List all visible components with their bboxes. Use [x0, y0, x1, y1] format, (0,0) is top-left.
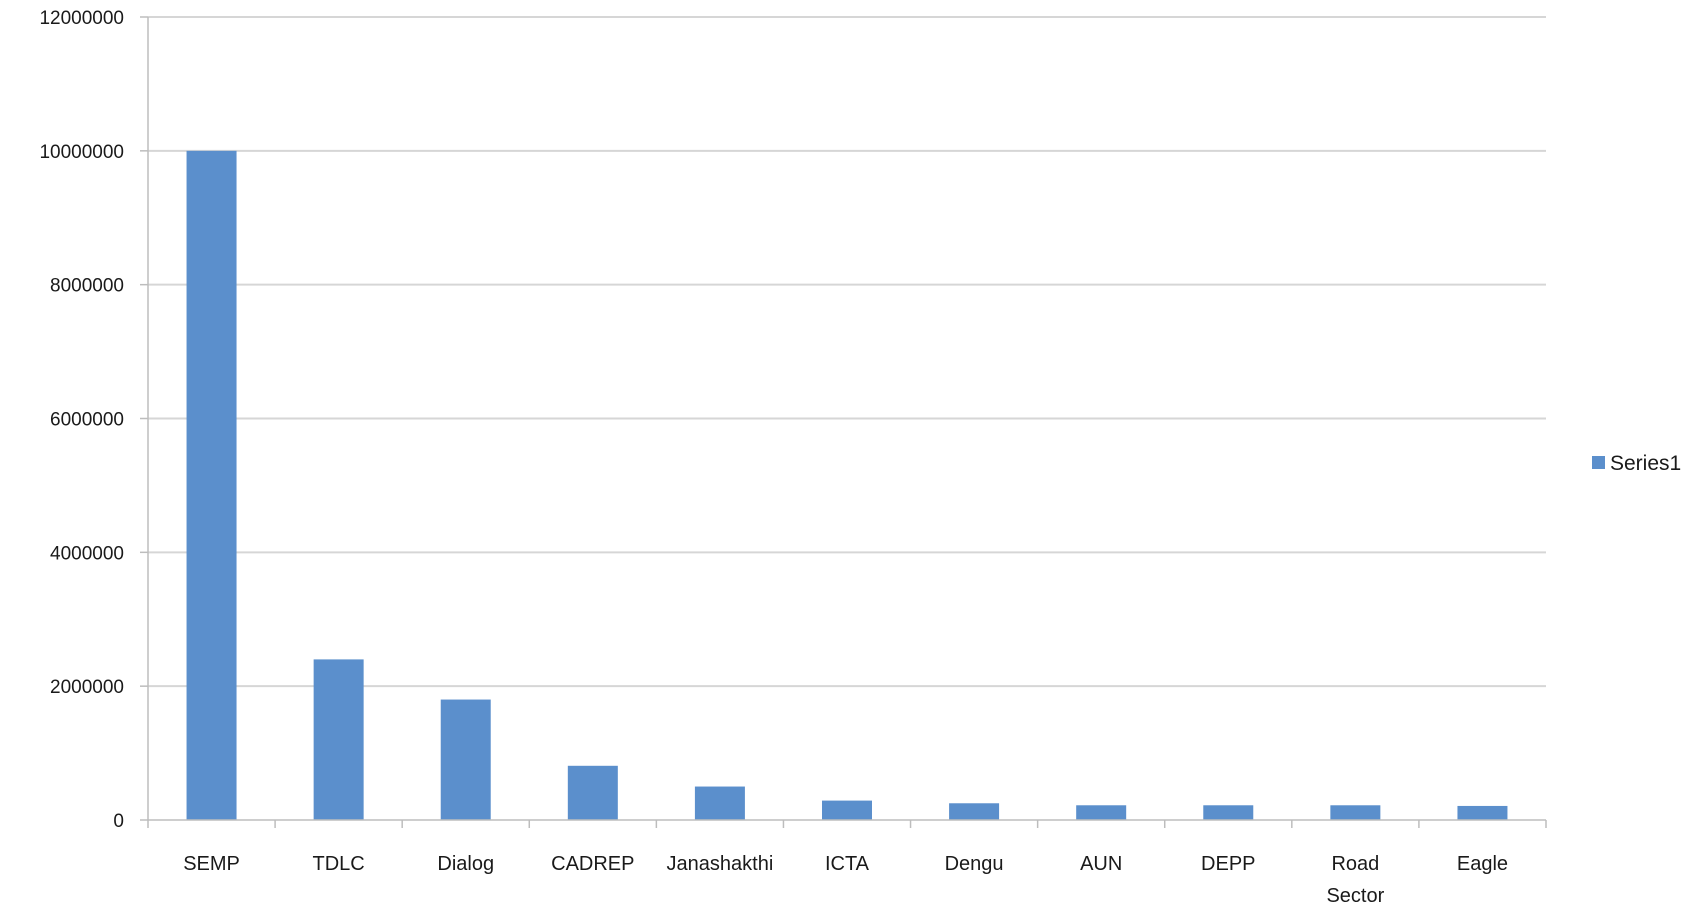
x-tick-label: Dialog — [437, 853, 494, 875]
x-tick-label-line: DEPP — [1201, 853, 1255, 875]
x-tick-label: ICTA — [825, 853, 870, 875]
x-tick-label: SEMP — [183, 853, 240, 875]
bar-eagle — [1457, 805, 1508, 820]
y-tick-label: 12000000 — [39, 8, 124, 29]
y-tick-label: 0 — [113, 811, 124, 832]
y-tick-label: 6000000 — [50, 410, 124, 431]
y-tick-label: 10000000 — [39, 142, 124, 163]
bars — [186, 150, 1508, 821]
x-tick-label: Eagle — [1457, 853, 1508, 875]
x-tick-label: Dengu — [945, 853, 1004, 875]
y-tick-labels: 0 2000000 4000000 6000000 8000000 10000000 120… — [39, 8, 124, 832]
x-tick-label: AUN — [1080, 853, 1122, 875]
gridlines — [148, 16, 1546, 688]
bar-janashakthi — [694, 786, 745, 820]
x-tick-label-line: TDLC — [313, 853, 365, 875]
bar-dialog — [440, 699, 491, 820]
bar-semp — [186, 150, 237, 821]
x-tick-label-line: Eagle — [1457, 853, 1508, 875]
x-tick-label-line: Road — [1331, 853, 1379, 875]
x-tick-label-line: Dengu — [945, 853, 1004, 875]
legend: Series1 — [1592, 452, 1681, 475]
y-tick-label: 4000000 — [50, 543, 124, 564]
x-tick-label-line: ICTA — [825, 853, 870, 875]
x-tick-label-line: Sector — [1326, 885, 1384, 907]
x-tick-label: Road Sector — [1326, 853, 1384, 907]
x-tick-label-line: Dialog — [437, 853, 494, 875]
bar-icta — [822, 800, 872, 820]
y-tick-label: 2000000 — [50, 677, 124, 698]
x-tick-label-line: CADREP — [551, 853, 634, 875]
x-tick-label: TDLC — [313, 853, 365, 875]
x-tick-label: DEPP — [1201, 853, 1255, 875]
bar-depp — [1203, 805, 1254, 820]
x-tick-label-line: Janashakthi — [667, 853, 774, 875]
axes — [140, 16, 1547, 828]
bar-cadrep — [567, 765, 618, 820]
x-tick-label: Janashakthi — [667, 853, 774, 875]
x-tick-labels: SEMP TDLC Dialog CADREP Janashakthi ICTA Dengu… — [183, 853, 1508, 907]
legend-swatch — [1592, 456, 1605, 469]
x-tick-label: CADREP — [551, 853, 634, 875]
bar-dengu — [949, 803, 1000, 820]
x-tick-label-line: SEMP — [183, 853, 240, 875]
legend-label: Series1 — [1610, 452, 1681, 475]
bar-aun — [1076, 805, 1127, 820]
y-tick-label: 8000000 — [50, 276, 124, 297]
bar-tdlc — [313, 659, 364, 820]
bar-road-sector — [1330, 805, 1381, 820]
x-tick-label-line: AUN — [1080, 853, 1122, 875]
